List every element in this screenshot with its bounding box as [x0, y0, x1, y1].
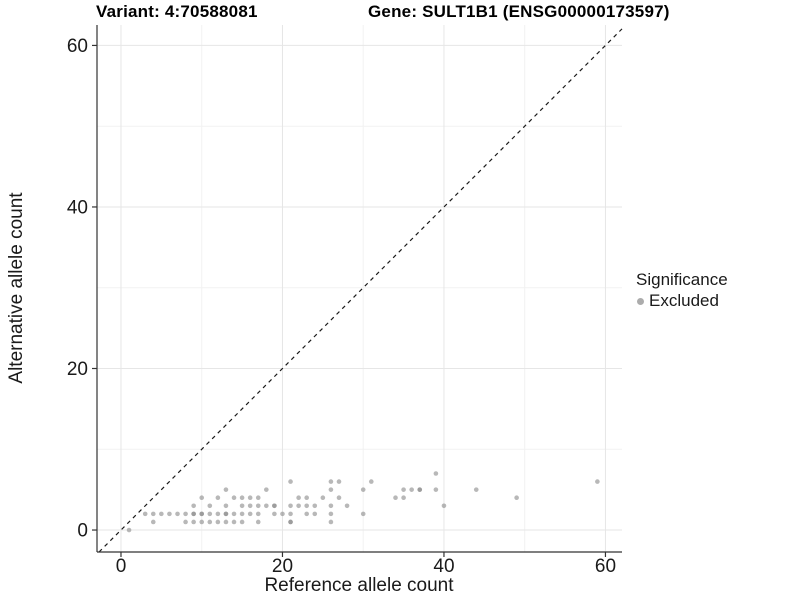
data-point — [247, 503, 253, 509]
data-point — [207, 511, 213, 517]
data-point — [191, 503, 196, 509]
data-point — [328, 479, 334, 484]
data-point — [312, 511, 318, 517]
data-point — [320, 495, 326, 501]
data-point — [441, 503, 447, 509]
data-point — [159, 511, 164, 517]
x-tick-label: 40 — [433, 556, 454, 577]
data-point — [255, 519, 261, 525]
data-point — [215, 511, 221, 517]
data-point — [247, 511, 253, 517]
data-point — [312, 503, 318, 509]
data-point — [126, 527, 132, 533]
data-point — [183, 519, 188, 525]
data-point — [328, 503, 334, 509]
y-tick-label: 0 — [77, 521, 88, 542]
data-point — [393, 495, 398, 501]
data-point — [272, 511, 277, 517]
data-point — [360, 487, 366, 492]
data-point — [304, 511, 309, 517]
data-point — [223, 511, 229, 517]
data-point — [417, 487, 423, 492]
data-point — [409, 487, 414, 492]
data-point — [255, 503, 261, 509]
data-point — [150, 511, 156, 517]
data-point — [231, 519, 237, 525]
legend-point-icon — [637, 297, 644, 305]
y-tick-label: 40 — [67, 197, 88, 218]
data-point — [239, 519, 245, 525]
plot-title-gene: Gene: SULT1B1 (ENSG00000173597) — [368, 2, 670, 21]
data-point — [264, 503, 269, 509]
data-point — [264, 487, 269, 492]
plot-title-variant: Variant: 4:70588081 — [96, 2, 258, 21]
data-point — [368, 479, 374, 484]
data-point — [199, 495, 205, 501]
data-point — [239, 511, 245, 517]
x-axis-label: Reference allele count — [264, 575, 454, 596]
data-point — [247, 495, 253, 501]
data-point — [360, 511, 366, 517]
data-point — [401, 487, 406, 492]
data-point — [288, 503, 293, 509]
data-point — [336, 479, 342, 484]
data-point — [304, 503, 309, 509]
data-point — [473, 487, 479, 492]
identity-line — [98, 28, 623, 553]
x-tick-label: 60 — [595, 556, 616, 577]
data-point — [199, 519, 205, 525]
data-point — [255, 511, 261, 517]
data-point — [150, 519, 156, 525]
data-point — [344, 503, 350, 509]
data-point — [223, 519, 229, 525]
data-point — [231, 495, 237, 501]
data-point — [328, 519, 334, 525]
data-point — [595, 479, 600, 484]
data-point — [401, 495, 406, 501]
data-point — [296, 503, 301, 509]
data-point — [207, 503, 213, 509]
data-point — [288, 511, 293, 517]
legend-title: Significance — [636, 270, 728, 289]
data-point — [223, 487, 229, 492]
data-point — [167, 511, 172, 517]
y-tick-label: 60 — [67, 36, 88, 57]
data-point — [288, 519, 293, 525]
data-point — [191, 519, 196, 525]
data-point — [328, 487, 334, 492]
x-tick-label: 0 — [116, 556, 127, 577]
data-point — [183, 511, 188, 517]
data-point — [215, 495, 221, 501]
data-point — [223, 503, 229, 509]
data-point — [215, 519, 221, 525]
data-point — [433, 471, 439, 476]
data-point — [280, 511, 285, 517]
data-point — [239, 495, 245, 501]
data-point — [304, 495, 309, 501]
legend-item-label: Excluded — [649, 291, 719, 310]
data-point — [255, 495, 261, 501]
legend: Significance Excluded — [636, 270, 728, 311]
y-axis-label: Alternative allele count — [6, 192, 27, 384]
data-point — [191, 511, 196, 517]
data-point — [433, 487, 439, 492]
x-tick-label: 20 — [272, 556, 293, 577]
data-point — [336, 495, 342, 501]
data-point — [272, 503, 277, 509]
data-point — [328, 511, 334, 517]
data-point — [239, 503, 245, 509]
data-point — [288, 479, 293, 484]
legend-item-excluded: Excluded — [636, 291, 728, 311]
y-tick-label: 20 — [67, 359, 88, 380]
data-point — [175, 511, 180, 517]
data-point — [142, 511, 148, 517]
data-point — [296, 495, 301, 501]
data-point — [207, 519, 213, 525]
data-point — [514, 495, 519, 501]
data-point — [231, 511, 237, 517]
data-point — [199, 511, 205, 517]
